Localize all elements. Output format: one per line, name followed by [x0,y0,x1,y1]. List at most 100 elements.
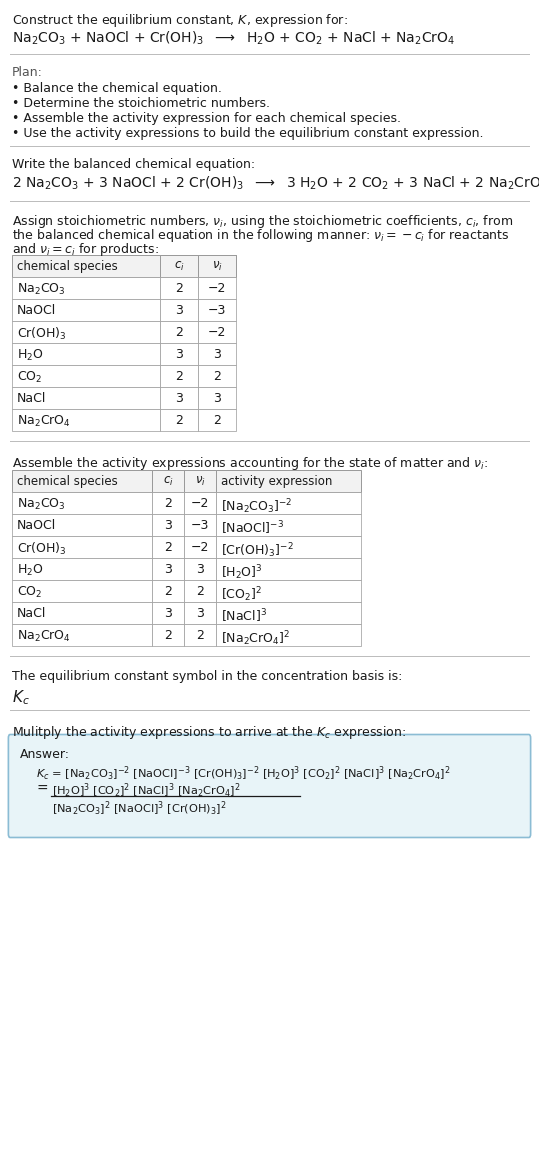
Text: H$_2$O: H$_2$O [17,563,44,578]
Bar [216,580,361,602]
Text: 2: 2 [175,326,183,338]
Text: 3: 3 [213,392,221,405]
Bar [160,299,198,321]
Text: 3: 3 [196,563,204,576]
Text: 2: 2 [164,541,172,554]
Text: 3: 3 [213,348,221,361]
Text: 2: 2 [164,629,172,642]
Bar [198,343,236,365]
Text: −2: −2 [191,541,209,554]
Text: −3: −3 [191,519,209,531]
Text: [Na$_2$CO$_3$]$^2$ [NaOCl]$^3$ [Cr(OH)$_3$]$^2$: [Na$_2$CO$_3$]$^2$ [NaOCl]$^3$ [Cr(OH)$_… [52,800,226,819]
Bar [160,387,198,409]
Text: −2: −2 [191,497,209,511]
Bar [12,602,152,625]
Text: and $\nu_i = c_i$ for products:: and $\nu_i = c_i$ for products: [12,241,159,258]
Text: H$_2$O: H$_2$O [17,348,44,363]
Bar [184,470,216,492]
Bar [160,343,198,365]
Text: activity expression: activity expression [221,475,333,488]
Bar [12,321,160,343]
Text: $K_c$: $K_c$ [12,688,30,707]
Text: 2: 2 [164,585,172,598]
Bar [12,536,152,558]
Bar [216,514,361,536]
Text: Na$_2$CO$_3$ + NaOCl + Cr(OH)$_3$  $\longrightarrow$  H$_2$O + CO$_2$ + NaCl + N: Na$_2$CO$_3$ + NaOCl + Cr(OH)$_3$ $\long… [12,30,455,48]
Bar [12,387,160,409]
Bar [12,365,160,387]
Text: • Assemble the activity expression for each chemical species.: • Assemble the activity expression for e… [12,112,401,124]
Bar [160,409,198,431]
Bar [216,492,361,514]
Bar [152,514,184,536]
Text: $c_i$: $c_i$ [174,261,184,273]
Text: 2: 2 [213,414,221,427]
Text: 2: 2 [175,414,183,427]
Bar [12,277,160,299]
Text: [Na$_2$CrO$_4$]$^2$: [Na$_2$CrO$_4$]$^2$ [221,629,291,648]
Bar [198,321,236,343]
Text: 3: 3 [175,348,183,361]
FancyBboxPatch shape [9,735,530,837]
Text: NaCl: NaCl [17,607,46,620]
Bar [12,625,152,645]
Text: [Na$_2$CO$_3$]$^{-2}$: [Na$_2$CO$_3$]$^{-2}$ [221,497,293,515]
Text: Cr(OH)$_3$: Cr(OH)$_3$ [17,541,67,557]
Bar [198,387,236,409]
Bar [152,470,184,492]
Text: NaCl: NaCl [17,392,46,405]
Text: Na$_2$CrO$_4$: Na$_2$CrO$_4$ [17,629,71,644]
Bar [184,514,216,536]
Bar [152,492,184,514]
Text: Answer:: Answer: [20,748,70,761]
Text: NaOCl: NaOCl [17,304,56,317]
Text: • Balance the chemical equation.: • Balance the chemical equation. [12,83,222,95]
Bar [216,602,361,625]
Text: • Use the activity expressions to build the equilibrium constant expression.: • Use the activity expressions to build … [12,127,483,140]
Text: Na$_2$CO$_3$: Na$_2$CO$_3$ [17,497,66,512]
Text: Cr(OH)$_3$: Cr(OH)$_3$ [17,326,67,342]
Text: 3: 3 [175,304,183,317]
Text: 2: 2 [175,370,183,383]
Text: 3: 3 [196,607,204,620]
Text: 3: 3 [164,563,172,576]
Text: $c_i$: $c_i$ [163,475,174,488]
Text: The equilibrium constant symbol in the concentration basis is:: The equilibrium constant symbol in the c… [12,670,403,683]
Bar [184,580,216,602]
Text: CO$_2$: CO$_2$ [17,370,42,385]
Text: 2: 2 [175,281,183,295]
Bar [160,277,198,299]
Bar [184,625,216,645]
Bar [12,255,236,277]
Text: Na$_2$CO$_3$: Na$_2$CO$_3$ [17,281,66,297]
Bar [198,299,236,321]
Bar [152,625,184,645]
Text: Construct the equilibrium constant, $K$, expression for:: Construct the equilibrium constant, $K$,… [12,12,348,29]
Text: −2: −2 [208,326,226,338]
Bar [152,558,184,580]
Bar [160,255,198,277]
Bar [12,558,152,580]
Text: $\nu_i$: $\nu_i$ [195,475,205,488]
Bar [216,558,361,580]
Text: −3: −3 [208,304,226,317]
Text: [NaOCl]$^{-3}$: [NaOCl]$^{-3}$ [221,519,284,536]
Bar [12,580,152,602]
Text: [Cr(OH)$_3$]$^{-2}$: [Cr(OH)$_3$]$^{-2}$ [221,541,294,559]
Bar [152,602,184,625]
Bar [216,536,361,558]
Text: Assemble the activity expressions accounting for the state of matter and $\nu_i$: Assemble the activity expressions accoun… [12,455,488,472]
Bar [184,602,216,625]
Text: Assign stoichiometric numbers, $\nu_i$, using the stoichiometric coefficients, $: Assign stoichiometric numbers, $\nu_i$, … [12,213,513,230]
Text: [CO$_2$]$^2$: [CO$_2$]$^2$ [221,585,262,604]
Bar [216,625,361,645]
Text: NaOCl: NaOCl [17,519,56,531]
Text: 3: 3 [164,519,172,531]
Bar [152,580,184,602]
Text: [H$_2$O]$^3$ [CO$_2$]$^2$ [NaCl]$^3$ [Na$_2$CrO$_4$]$^2$: [H$_2$O]$^3$ [CO$_2$]$^2$ [NaCl]$^3$ [Na… [52,782,241,800]
Bar [216,470,361,492]
Bar [12,514,152,536]
Text: $\nu_i$: $\nu_i$ [212,261,223,273]
Text: 2 Na$_2$CO$_3$ + 3 NaOCl + 2 Cr(OH)$_3$  $\longrightarrow$  3 H$_2$O + 2 CO$_2$ : 2 Na$_2$CO$_3$ + 3 NaOCl + 2 Cr(OH)$_3$ … [12,174,539,192]
Text: [H$_2$O]$^3$: [H$_2$O]$^3$ [221,563,262,582]
